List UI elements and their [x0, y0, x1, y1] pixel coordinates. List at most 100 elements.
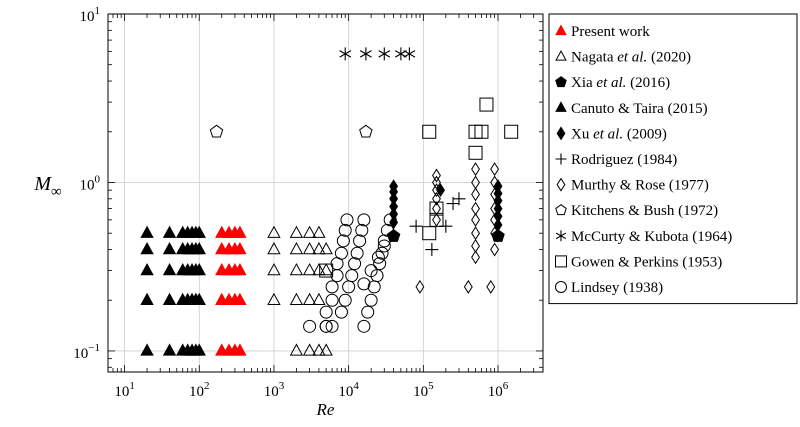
- data-point: [364, 264, 378, 278]
- data-point: [357, 213, 371, 227]
- data-point: [233, 241, 247, 255]
- y-tick-label: 10−1: [73, 342, 100, 362]
- data-point: [334, 305, 348, 319]
- y-tick-labels: 10−1 100 101: [73, 5, 100, 362]
- data-point: [403, 47, 416, 61]
- data-point: [319, 305, 333, 319]
- legend-marker: [555, 230, 567, 242]
- series-present-work: [215, 225, 247, 356]
- data-point: [267, 225, 281, 238]
- data-point: [348, 257, 362, 271]
- data-point: [394, 47, 407, 61]
- legend-marker: [555, 255, 567, 268]
- data-point: [432, 212, 441, 227]
- series-mccurty-kubota-1964: [339, 47, 416, 61]
- data-point: [486, 279, 496, 294]
- data-point: [339, 47, 352, 61]
- data-point: [162, 292, 177, 305]
- data-point: [493, 201, 503, 216]
- data-point: [364, 293, 378, 307]
- data-point: [162, 263, 177, 276]
- legend-item: Nagata et al. (2020): [555, 50, 691, 66]
- data-point: [409, 219, 423, 233]
- data-point: [463, 279, 473, 294]
- data-point: [432, 168, 441, 183]
- data-point: [233, 343, 247, 356]
- series-gowen-perkins-1953: [319, 97, 519, 278]
- data-point: [373, 257, 387, 271]
- data-point: [334, 246, 348, 260]
- data-point: [436, 183, 445, 198]
- legend-item: McCurty & Kubota (1964): [555, 229, 732, 245]
- legend-label: McCurty & Kubota (1964): [571, 229, 732, 245]
- data-point: [325, 280, 339, 294]
- data-point: [192, 241, 206, 255]
- data-point: [357, 319, 371, 333]
- legend-item: Xia et al. (2016): [555, 75, 670, 91]
- legend-label: Murthy & Rose (1977): [571, 178, 709, 194]
- legend-marker: [555, 204, 567, 216]
- legend-marker: [556, 177, 566, 192]
- data-point: [162, 225, 177, 238]
- axis-ticks: [107, 13, 544, 372]
- data-point: [140, 225, 154, 238]
- data-point: [468, 124, 483, 139]
- data-point: [471, 212, 480, 227]
- data-point: [432, 191, 441, 206]
- data-point: [471, 238, 480, 253]
- legend-label: Nagata et al. (2020): [571, 50, 691, 66]
- data-point: [289, 225, 304, 238]
- data-point: [289, 343, 304, 356]
- data-point: [355, 223, 369, 237]
- x-tick-label: 104: [338, 380, 359, 400]
- data-point: [452, 192, 466, 206]
- data-point: [471, 162, 480, 177]
- legend-label: Gowen & Perkins (1953): [571, 254, 722, 270]
- data-point: [345, 269, 359, 283]
- legend-item: Xu et al. (2009): [556, 126, 667, 142]
- data-point: [338, 293, 352, 307]
- data-point: [289, 263, 304, 276]
- legend-box: [548, 13, 798, 305]
- series-xu-et-al-2009: [389, 179, 503, 232]
- data-point: [312, 241, 326, 255]
- data-point: [319, 263, 333, 276]
- data-point: [490, 162, 500, 177]
- data-point: [302, 225, 317, 238]
- legend-label: Xu et al. (2009): [571, 126, 667, 142]
- data-point: [338, 223, 352, 237]
- x-axis-label: Re: [316, 400, 335, 419]
- data-point: [162, 343, 177, 356]
- data-point: [192, 343, 206, 356]
- data-point: [140, 241, 154, 255]
- series-nagata-et-al-2020: [267, 225, 333, 356]
- data-point: [389, 215, 399, 230]
- data-point: [471, 226, 480, 241]
- series-xia-et-al-2016: [386, 229, 505, 242]
- data-point: [353, 234, 367, 248]
- series-murthy-rose-1977: [415, 162, 500, 294]
- data-point: [319, 343, 333, 356]
- data-point: [432, 175, 441, 190]
- data-point: [140, 263, 154, 276]
- data-point: [312, 343, 326, 356]
- x-tick-label: 105: [413, 380, 434, 400]
- data-point: [471, 201, 480, 216]
- data-point: [302, 263, 317, 276]
- series-lindsey-1938: [303, 213, 397, 333]
- data-point: [350, 246, 364, 260]
- data-point: [378, 47, 391, 61]
- legend-label: Lindsey (1938): [571, 280, 663, 296]
- x-tick-label: 101: [114, 380, 134, 400]
- legend-marker: [555, 24, 567, 36]
- data-point: [340, 213, 354, 227]
- legend-marker: [556, 126, 566, 141]
- data-point: [312, 292, 326, 305]
- legend-marker: [555, 101, 567, 112]
- data-point: [471, 250, 480, 265]
- data-point: [371, 250, 385, 264]
- data-point: [289, 241, 304, 255]
- legend-label: Kitchens & Bush (1972): [571, 203, 718, 219]
- data-point: [493, 217, 503, 232]
